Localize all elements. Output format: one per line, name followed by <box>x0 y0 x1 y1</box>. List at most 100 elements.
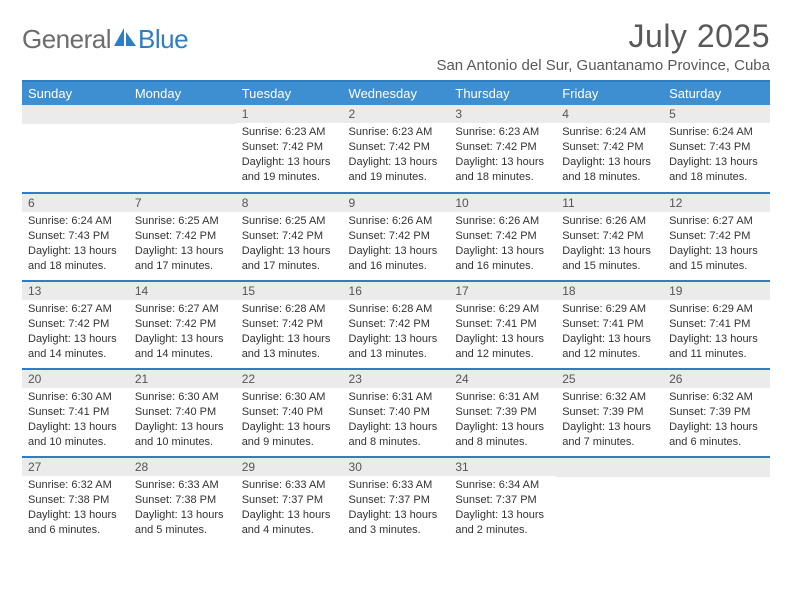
calendar-cell: 8Sunrise: 6:25 AMSunset: 7:42 PMDaylight… <box>236 193 343 281</box>
sunrise-line: Sunrise: 6:29 AM <box>669 302 764 317</box>
logo-text-general: General <box>22 24 111 55</box>
calendar-cell: 20Sunrise: 6:30 AMSunset: 7:41 PMDayligh… <box>22 369 129 457</box>
sunset-line: Sunset: 7:37 PM <box>242 493 337 508</box>
calendar-cell <box>556 457 663 545</box>
day-number: 5 <box>663 105 770 123</box>
daylight-line-1: Daylight: 13 hours <box>349 332 444 347</box>
calendar-cell: 23Sunrise: 6:31 AMSunset: 7:40 PMDayligh… <box>343 369 450 457</box>
calendar-cell <box>663 457 770 545</box>
daylight-line-2: and 18 minutes. <box>669 170 764 185</box>
calendar-cell: 9Sunrise: 6:26 AMSunset: 7:42 PMDaylight… <box>343 193 450 281</box>
day-details: Sunrise: 6:33 AMSunset: 7:37 PMDaylight:… <box>343 476 450 541</box>
calendar-cell: 10Sunrise: 6:26 AMSunset: 7:42 PMDayligh… <box>449 193 556 281</box>
weekday-header: Tuesday <box>236 82 343 105</box>
sunrise-line: Sunrise: 6:25 AM <box>242 214 337 229</box>
calendar-week-row: 6Sunrise: 6:24 AMSunset: 7:43 PMDaylight… <box>22 193 770 281</box>
empty-day-header <box>22 105 129 124</box>
sunset-line: Sunset: 7:43 PM <box>669 140 764 155</box>
daylight-line-2: and 13 minutes. <box>349 347 444 362</box>
location-subtitle: San Antonio del Sur, Guantanamo Province… <box>436 57 770 74</box>
daylight-line-2: and 6 minutes. <box>28 523 123 538</box>
daylight-line-2: and 17 minutes. <box>135 259 230 274</box>
sunset-line: Sunset: 7:42 PM <box>562 229 657 244</box>
weekday-header: Monday <box>129 82 236 105</box>
daylight-line-1: Daylight: 13 hours <box>349 420 444 435</box>
calendar-cell <box>129 105 236 193</box>
day-number: 12 <box>663 194 770 212</box>
daylight-line-2: and 4 minutes. <box>242 523 337 538</box>
daylight-line-2: and 15 minutes. <box>669 259 764 274</box>
sunset-line: Sunset: 7:43 PM <box>28 229 123 244</box>
day-details: Sunrise: 6:25 AMSunset: 7:42 PMDaylight:… <box>236 212 343 277</box>
calendar-grid: Sunday Monday Tuesday Wednesday Thursday… <box>22 82 770 545</box>
sunset-line: Sunset: 7:41 PM <box>28 405 123 420</box>
calendar-week-row: 13Sunrise: 6:27 AMSunset: 7:42 PMDayligh… <box>22 281 770 369</box>
daylight-line-2: and 18 minutes. <box>28 259 123 274</box>
daylight-line-2: and 12 minutes. <box>562 347 657 362</box>
calendar-week-row: 20 Sunrise: 6:30 AM Sunset: 7:41 PM Dayligh… <box>22 369 770 457</box>
sunrise-line: Sunrise: 6:23 AM <box>455 125 550 140</box>
sunrise-line: Sunrise: 6:23 AM <box>349 125 444 140</box>
day-number: 13 <box>22 282 129 300</box>
day-number: 20 <box>22 370 129 388</box>
day-details: Sunrise: 6:23 AMSunset: 7:42 PMDaylight:… <box>236 123 343 188</box>
day-number: 25 <box>556 370 663 388</box>
day-number: 6 <box>22 194 129 212</box>
day-number: 14 <box>129 282 236 300</box>
calendar-cell: 29Sunrise: 6:33 AMSunset: 7:37 PMDayligh… <box>236 457 343 545</box>
day-number: 10 <box>449 194 556 212</box>
day-number: 18 <box>556 282 663 300</box>
sunrise-line: Sunrise: 6:28 AM <box>349 302 444 317</box>
sunset-line: Sunset: 7:42 PM <box>28 317 123 332</box>
calendar-cell: 17Sunrise: 6:29 AMSunset: 7:41 PMDayligh… <box>449 281 556 369</box>
day-details: Sunrise: 6:26 AMSunset: 7:42 PMDaylight:… <box>343 212 450 277</box>
daylight-line-1: Daylight: 13 hours <box>669 420 764 435</box>
sunrise-line: Sunrise: 6:30 AM <box>135 390 230 405</box>
daylight-line-1: Daylight: 13 hours <box>562 244 657 259</box>
daylight-line-1: Daylight: 13 hours <box>135 508 230 523</box>
sunset-line: Sunset: 7:42 PM <box>135 317 230 332</box>
day-number: 23 <box>343 370 450 388</box>
sunset-line: Sunset: 7:39 PM <box>455 405 550 420</box>
day-number: 16 <box>343 282 450 300</box>
sunset-line: Sunset: 7:42 PM <box>455 229 550 244</box>
daylight-line-2: and 10 minutes. <box>28 435 123 450</box>
calendar-cell: 26Sunrise: 6:32 AMSunset: 7:39 PMDayligh… <box>663 369 770 457</box>
day-number: 8 <box>236 194 343 212</box>
daylight-line-1: Daylight: 13 hours <box>349 508 444 523</box>
calendar-cell: 22Sunrise: 6:30 AMSunset: 7:40 PMDayligh… <box>236 369 343 457</box>
calendar-cell: 2Sunrise: 6:23 AMSunset: 7:42 PMDaylight… <box>343 105 450 193</box>
sunset-line: Sunset: 7:42 PM <box>349 140 444 155</box>
day-details: Sunrise: 6:30 AMSunset: 7:40 PMDaylight:… <box>236 388 343 453</box>
sunrise-line: Sunrise: 6:24 AM <box>669 125 764 140</box>
day-details: Sunrise: 6:32 AMSunset: 7:38 PMDaylight:… <box>22 476 129 541</box>
sunset-line: Sunset: 7:42 PM <box>669 229 764 244</box>
daylight-line-2: and 19 minutes. <box>349 170 444 185</box>
daylight-line-1: Daylight: 13 hours <box>669 244 764 259</box>
day-details: Sunrise: 6:27 AMSunset: 7:42 PMDaylight:… <box>22 300 129 365</box>
calendar-cell: 11Sunrise: 6:26 AMSunset: 7:42 PMDayligh… <box>556 193 663 281</box>
calendar-cell: 4Sunrise: 6:24 AMSunset: 7:42 PMDaylight… <box>556 105 663 193</box>
sunset-line: Sunset: 7:40 PM <box>135 405 230 420</box>
day-details: Sunrise: 6:26 AMSunset: 7:42 PMDaylight:… <box>556 212 663 277</box>
day-details: Sunrise: 6:26 AMSunset: 7:42 PMDaylight:… <box>449 212 556 277</box>
daylight-line-1: Daylight: 13 hours <box>562 332 657 347</box>
sunrise-line: Sunrise: 6:30 AM <box>242 390 337 405</box>
sunrise-line: Sunrise: 6:32 AM <box>28 478 123 493</box>
day-number: 9 <box>343 194 450 212</box>
day-number: 4 <box>556 105 663 123</box>
daylight-line-2: and 5 minutes. <box>135 523 230 538</box>
sunset-line: Sunset: 7:42 PM <box>455 140 550 155</box>
day-details: Sunrise: 6:33 AMSunset: 7:38 PMDaylight:… <box>129 476 236 541</box>
sunrise-line: Sunrise: 6:26 AM <box>455 214 550 229</box>
calendar-cell: 7Sunrise: 6:25 AMSunset: 7:42 PMDaylight… <box>129 193 236 281</box>
day-number: 24 <box>449 370 556 388</box>
logo-sail-icon <box>114 28 136 46</box>
daylight-line-1: Daylight: 13 hours <box>562 420 657 435</box>
sunrise-line: Sunrise: 6:27 AM <box>669 214 764 229</box>
day-number: 19 <box>663 282 770 300</box>
sunset-line: Sunset: 7:37 PM <box>455 493 550 508</box>
daylight-line-1: Daylight: 13 hours <box>455 508 550 523</box>
daylight-line-1: Daylight: 13 hours <box>135 332 230 347</box>
daylight-line-2: and 10 minutes. <box>135 435 230 450</box>
